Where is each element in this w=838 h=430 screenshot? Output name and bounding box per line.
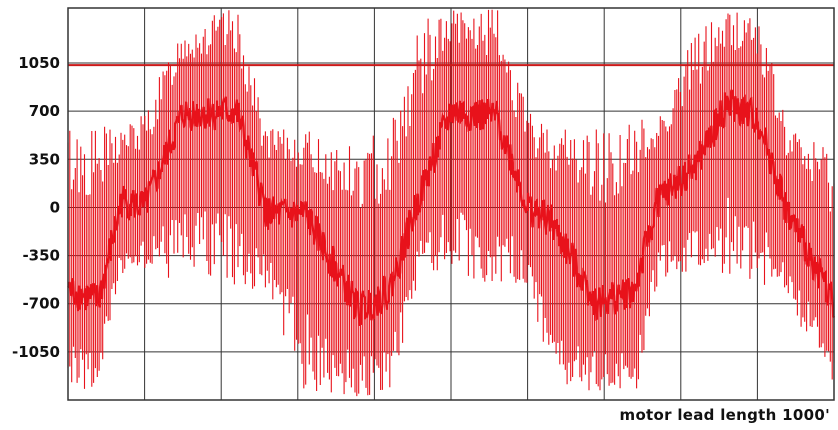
y-tick-label: -700 <box>22 295 60 313</box>
y-axis-ticks: 1050 700 350 0 -350 -700 -1050 <box>12 54 60 361</box>
y-tick-label: 1050 <box>18 54 60 72</box>
y-tick-label: 700 <box>29 102 60 120</box>
y-tick-label: -350 <box>22 247 60 265</box>
y-tick-label: 0 <box>50 198 60 216</box>
y-tick-label: 350 <box>29 150 60 168</box>
y-tick-label: -1050 <box>12 343 60 361</box>
x-axis-caption: motor lead length 1000' <box>620 406 830 424</box>
